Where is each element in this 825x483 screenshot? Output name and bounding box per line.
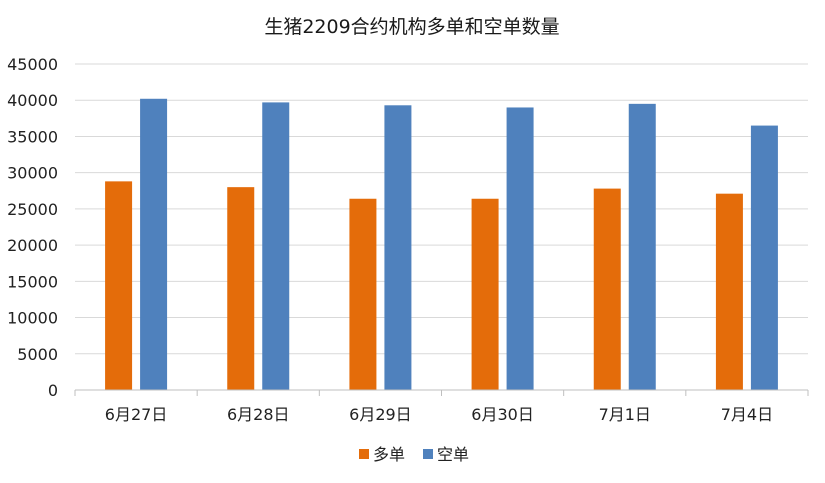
x-tick-label: 6月29日 (349, 405, 412, 424)
y-tick-label: 15000 (7, 272, 58, 291)
x-tick-label: 6月30日 (471, 405, 534, 424)
x-axis: 6月27日 6月28日 6月29日 6月30日 7月1日 7月4日 (74, 389, 809, 424)
legend-swatch-0 (359, 449, 369, 459)
y-tick-label: 30000 (7, 164, 58, 183)
bar-short-5 (750, 125, 778, 391)
y-tick-label: 40000 (7, 91, 58, 110)
bar-long-5 (715, 193, 743, 390)
x-tick-label: 6月27日 (105, 405, 168, 424)
y-tick-label: 5000 (17, 345, 58, 364)
y-tick-label: 45000 (7, 55, 58, 74)
legend-swatch-1 (423, 449, 433, 459)
y-axis-ticks: 0 5000 10000 15000 20000 25000 30000 35000 40000… (7, 55, 58, 400)
bar-short-0 (140, 98, 168, 391)
bar-long-4 (593, 188, 621, 390)
y-tick-label: 0 (48, 381, 58, 400)
y-tick-label: 25000 (7, 200, 58, 219)
bar-long-2 (349, 198, 377, 390)
x-tick-label: 7月1日 (599, 405, 651, 424)
gridlines (75, 63, 808, 355)
legend-label-1: 空单 (437, 445, 469, 464)
y-tick-label: 10000 (7, 309, 58, 328)
bar-long-3 (471, 198, 499, 390)
legend-label-0: 多单 (373, 445, 405, 464)
bar-short-2 (384, 105, 412, 390)
chart-title: 生猪2209合约机构多单和空单数量 (264, 16, 559, 38)
bars (105, 98, 778, 391)
bar-short-3 (506, 107, 534, 390)
bar-long-0 (105, 181, 133, 390)
x-tick-label: 7月4日 (721, 405, 773, 424)
bar-long-1 (227, 187, 255, 390)
y-tick-label: 20000 (7, 236, 58, 255)
bar-short-1 (262, 102, 290, 390)
bar-short-4 (628, 103, 656, 390)
x-tick-label: 6月28日 (227, 405, 290, 424)
legend: 多单 空单 (359, 445, 469, 464)
y-tick-label: 35000 (7, 127, 58, 146)
